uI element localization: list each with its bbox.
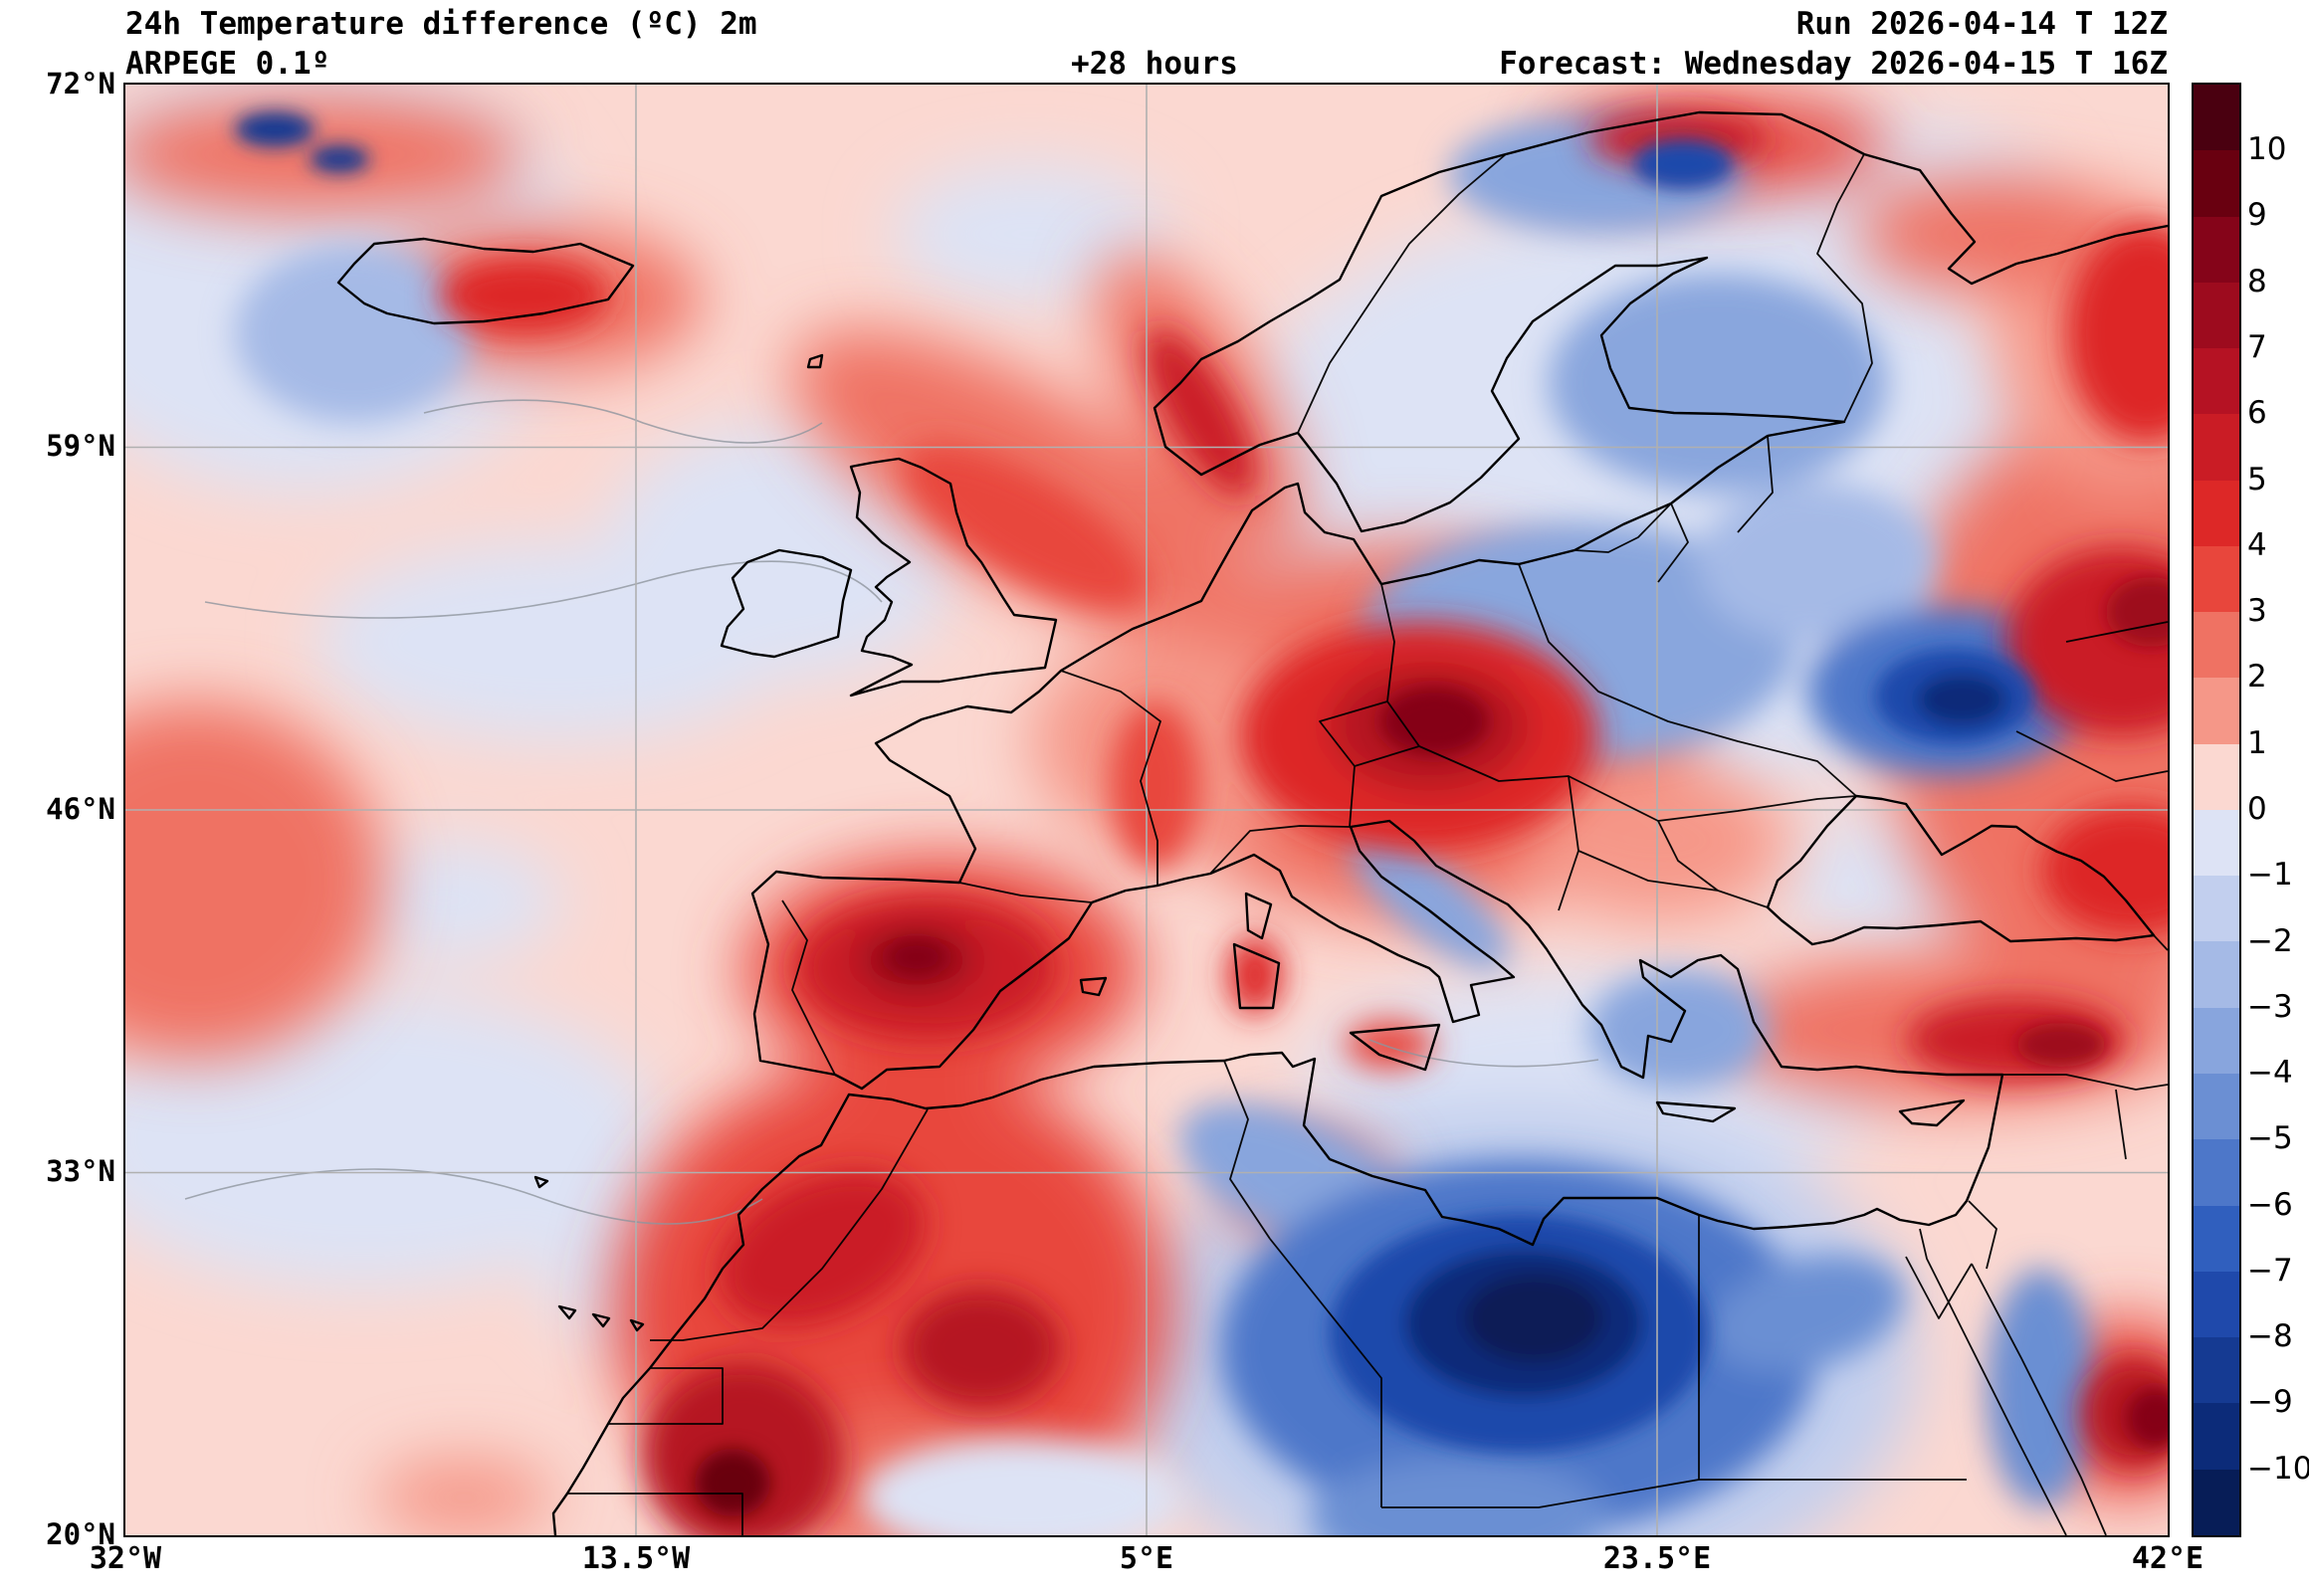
coastlines [336,110,2168,1535]
colorbar-band [2194,941,2239,1008]
colorbar-band [2194,85,2239,151]
colorbar-band [2194,1007,2239,1074]
colorbar-tick-label: 2 [2247,659,2267,695]
lat-tick-label: 46°N [46,792,115,826]
colorbar-tick-label: −6 [2247,1187,2293,1223]
colorbar-tick-label: −1 [2247,857,2293,893]
colorbar-tick-label: 1 [2247,725,2267,761]
colorbar [2192,83,2241,1537]
lat-tick-label: 72°N [46,67,115,100]
colorbar-tick-label: 8 [2247,264,2267,299]
lon-tick-label: 13.5°W [581,1541,691,1576]
country-borders [567,153,2168,1535]
lead-time-label: +28 hours [1071,46,1238,82]
map-canvas [125,85,2168,1535]
colorbar-tick-label: −4 [2247,1055,2293,1091]
colorbar-tick-label: 9 [2247,197,2267,233]
colorbar-tick-label: −7 [2247,1253,2293,1289]
field-cool-intense [235,111,2034,1453]
colorbar-tick-label: 5 [2247,462,2267,498]
colorbar-band [2194,1205,2239,1272]
map-frame [123,83,2170,1537]
lon-tick-label: 23.5°E [1602,1541,1712,1576]
colorbar-tick-label: 4 [2247,527,2267,563]
zero-contours [184,399,1599,1225]
colorbar-tick-label: −5 [2247,1120,2293,1156]
colorbar-band [2194,743,2239,810]
lat-tick-label: 59°N [46,429,115,463]
colorbar-tick-label: 10 [2247,131,2287,167]
colorbar-band [2194,414,2239,481]
colorbar-band [2194,678,2239,744]
forecast-label: Forecast: Wednesday 2026-04-15 T 16Z [1499,46,2168,82]
colorbar-tick-label: −8 [2247,1318,2293,1354]
run-label: Run 2026-04-14 T 12Z [1795,6,2168,42]
lon-tick-label: 5°E [1119,1541,1174,1576]
model-label: ARPEGE 0.1º [125,46,330,82]
colorbar-tick-label: −9 [2247,1384,2293,1420]
colorbar-tick-label: 0 [2247,791,2267,827]
colorbar-tick-label: 7 [2247,329,2267,365]
colorbar-tick-label: 6 [2247,395,2267,431]
colorbar-band [2194,876,2239,942]
colorbar-band [2194,1271,2239,1338]
colorbar-tick-label: −10 [2247,1451,2309,1487]
plot-title: 24h Temperature difference (ºC) 2m [125,6,757,42]
graticule [125,85,2168,1535]
lon-tick-label: 42°E [2131,1541,2204,1576]
colorbar-band [2194,1073,2239,1140]
lon-tick-label: 32°W [89,1541,162,1576]
lat-tick-label: 33°N [46,1154,115,1188]
colorbar-tick-label: −3 [2247,989,2293,1025]
colorbar-band [2194,216,2239,283]
colorbar-band [2194,1337,2239,1404]
colorbar-band [2194,480,2239,546]
colorbar-band [2194,612,2239,679]
colorbar-band [2194,545,2239,613]
field-warm-intense [695,577,2168,1516]
lat-tick-label: 20°N [46,1517,115,1551]
colorbar-band [2194,1469,2239,1535]
colorbar-band [2194,282,2239,349]
colorbar-tick-label: 3 [2247,593,2267,629]
field-warm-medium [439,111,2168,1535]
colorbar-band [2194,1403,2239,1470]
colorbar-band [2194,348,2239,415]
colorbar-band [2194,1139,2239,1206]
colorbar-band [2194,809,2239,877]
colorbar-band [2194,150,2239,217]
colorbar-tick-label: −2 [2247,923,2293,959]
